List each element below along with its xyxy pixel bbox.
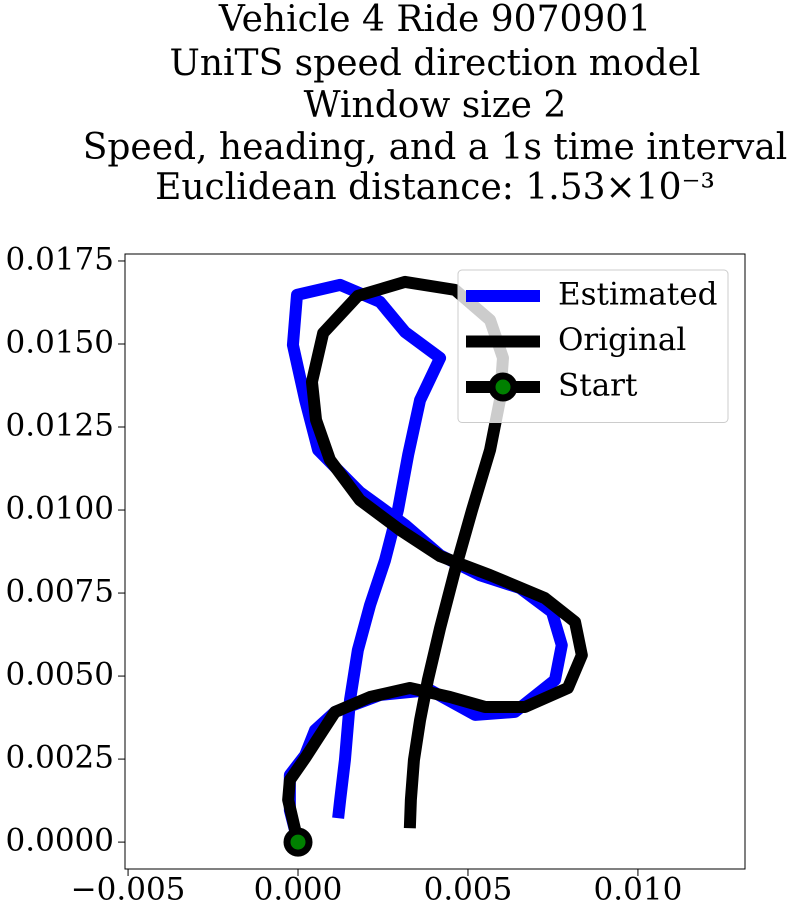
- legend-label: Estimated: [558, 277, 717, 313]
- y-tick-label: 0.0000: [6, 823, 114, 859]
- x-tick-label: 0.010: [594, 872, 683, 908]
- y-tick-label: 0.0100: [6, 491, 114, 527]
- start-marker: [283, 827, 313, 857]
- chart-title: Euclidean distance: 1.53×10⁻³: [155, 167, 715, 208]
- data-line: [282, 275, 588, 844]
- plot-frame: [124, 253, 746, 870]
- x-tick-label: 0.000: [254, 872, 343, 908]
- chart-title: Window size 2: [304, 85, 567, 126]
- chart-title: Vehicle 4 Ride 9070901: [218, 0, 651, 40]
- y-tick-label: 0.0075: [6, 574, 114, 610]
- chart-title: Speed, heading, and a 1s time interval: [83, 127, 788, 168]
- y-tick-label: 0.0150: [6, 324, 114, 360]
- legend-marker: [488, 372, 518, 402]
- plot-area: [282, 275, 588, 857]
- chart-title: UniTS speed direction model: [170, 43, 701, 84]
- y-tick-label: 0.0050: [6, 657, 114, 693]
- x-tick-label: −0.005: [71, 872, 186, 908]
- y-tick-label: 0.0175: [6, 241, 114, 277]
- y-tick-label: 0.0025: [6, 740, 114, 776]
- legend-label: Start: [558, 368, 638, 404]
- x-tick-label: 0.005: [424, 872, 513, 908]
- legend-label: Original: [558, 322, 686, 358]
- y-tick-label: 0.0125: [6, 408, 114, 444]
